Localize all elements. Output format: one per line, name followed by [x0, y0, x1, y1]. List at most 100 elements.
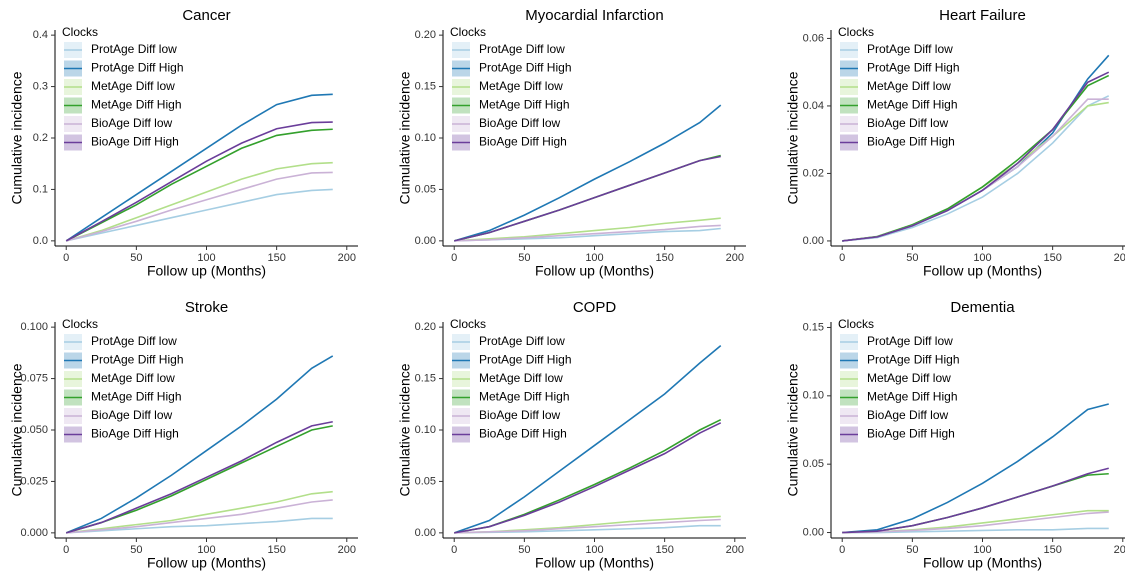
x-axis-label: Follow up (Months) [923, 263, 1042, 279]
y-axis-label: Cumulative incidence [9, 71, 25, 204]
legend-label: ProtAge Diff low [867, 42, 953, 56]
legend-label: MetAge Diff low [479, 79, 563, 93]
x-tick-label: 200 [338, 252, 356, 264]
panel: Cancer Follow up (Months) Cumulative incid… [9, 7, 358, 279]
legend-label: ProtAge Diff low [91, 42, 177, 56]
panel: Stroke Follow up (Months) Cumulative incid… [9, 299, 358, 571]
series-line [454, 224, 721, 242]
series-line [454, 155, 721, 242]
y-axis-label: Cumulative incidence [785, 71, 801, 204]
y-axis-label: Cumulative incidence [785, 363, 801, 496]
y-tick-label: 0.02 [803, 167, 824, 179]
legend-label: MetAge Diff low [91, 79, 175, 93]
series-line [65, 425, 333, 534]
legend-label: BioAge Diff low [867, 408, 948, 422]
x-tick-label: 200 [338, 544, 356, 556]
legend-label: ProtAge Diff low [867, 334, 953, 348]
panel-title: Heart Failure [939, 7, 1026, 24]
y-tick-label: 0.15 [415, 80, 436, 92]
y-tick-label: 0.00 [803, 526, 824, 538]
x-tick-label: 50 [906, 252, 918, 264]
panel-title: Myocardial Infarction [525, 7, 663, 24]
series-line [454, 518, 721, 534]
legend-label: MetAge Diff High [867, 390, 958, 404]
legend-title: Clocks [450, 317, 486, 331]
series-line [454, 217, 721, 242]
legend-label: BioAge Diff low [479, 408, 560, 422]
y-tick-label: 0.025 [20, 475, 48, 487]
series-line [66, 499, 333, 534]
x-tick-label: 50 [130, 252, 142, 264]
series-line [65, 161, 333, 242]
y-tick-label: 0.100 [20, 321, 48, 333]
y-tick-label: 0.00 [415, 527, 436, 539]
panel-title: COPD [573, 299, 617, 316]
y-tick-label: 0.20 [415, 321, 436, 333]
legend-label: ProtAge Diff High [867, 353, 960, 367]
series-line [842, 403, 1109, 534]
x-tick-label: 100 [197, 252, 215, 264]
legend-label: BioAge Diff low [479, 116, 560, 130]
y-tick-label: 0.1 [33, 183, 48, 195]
series-line [842, 95, 1110, 242]
y-tick-label: 0.06 [803, 32, 824, 44]
legend-title: Clocks [62, 317, 98, 331]
legend-label: ProtAge Diff low [91, 334, 177, 348]
y-axis-label: Cumulative incidence [397, 363, 413, 496]
x-tick-label: 100 [197, 544, 215, 556]
y-tick-label: 0.05 [803, 458, 824, 470]
x-tick-label: 150 [655, 544, 673, 556]
series-line [842, 71, 1110, 242]
series-line [65, 128, 333, 242]
x-tick-label: 200 [1114, 252, 1125, 264]
y-tick-label: 0.10 [415, 132, 436, 144]
x-axis-label: Follow up (Months) [923, 555, 1042, 571]
legend-title: Clocks [838, 25, 874, 39]
legend-label: MetAge Diff High [479, 390, 570, 404]
series-line [65, 121, 333, 242]
panel: Heart Failure Follow up (Months) Cumulativ… [785, 7, 1125, 279]
x-tick-label: 0 [451, 544, 457, 556]
x-tick-label: 100 [973, 252, 991, 264]
legend-label: ProtAge Diff low [479, 334, 565, 348]
legend-label: BioAge Diff low [867, 116, 948, 130]
x-tick-label: 0 [451, 252, 457, 264]
legend-label: MetAge Diff low [91, 371, 175, 385]
series-line [842, 527, 1109, 534]
legend-label: MetAge Diff High [867, 98, 958, 112]
legend-label: MetAge Diff low [867, 79, 951, 93]
x-axis-label: Follow up (Months) [147, 263, 266, 279]
x-tick-label: 0 [839, 252, 845, 264]
x-tick-label: 0 [839, 544, 845, 556]
series-line [842, 467, 1109, 534]
panel: Dementia Follow up (Months) Cumulative inc… [785, 299, 1125, 571]
y-axis-label: Cumulative incidence [397, 71, 413, 204]
series-line [66, 490, 333, 534]
panel-title: Dementia [950, 299, 1015, 316]
x-tick-label: 50 [906, 544, 918, 556]
y-tick-label: 0.2 [33, 132, 48, 144]
legend-label: BioAge Diff High [867, 135, 955, 149]
panel-title: Cancer [182, 7, 230, 24]
y-tick-label: 0.10 [415, 424, 436, 436]
series-line [454, 422, 722, 534]
y-tick-label: 0.05 [415, 183, 436, 195]
x-axis-label: Follow up (Months) [535, 555, 654, 571]
panel: COPD Follow up (Months) Cumulative inciden… [397, 299, 746, 571]
series-line [66, 517, 333, 534]
y-tick-label: 0.20 [415, 29, 436, 41]
legend-label: MetAge Diff High [91, 98, 182, 112]
x-tick-label: 100 [585, 544, 603, 556]
legend-label: MetAge Diff low [867, 371, 951, 385]
series-line [65, 93, 333, 242]
legend-label: ProtAge Diff High [479, 61, 572, 75]
series-line [65, 420, 333, 534]
x-tick-label: 200 [1114, 544, 1125, 556]
y-tick-label: 0.075 [20, 372, 48, 384]
x-tick-label: 100 [973, 544, 991, 556]
x-tick-label: 150 [655, 252, 673, 264]
y-tick-label: 0.000 [20, 527, 48, 539]
legend-label: MetAge Diff High [91, 390, 182, 404]
legend-label: ProtAge Diff High [91, 353, 184, 367]
x-axis-label: Follow up (Months) [535, 263, 654, 279]
